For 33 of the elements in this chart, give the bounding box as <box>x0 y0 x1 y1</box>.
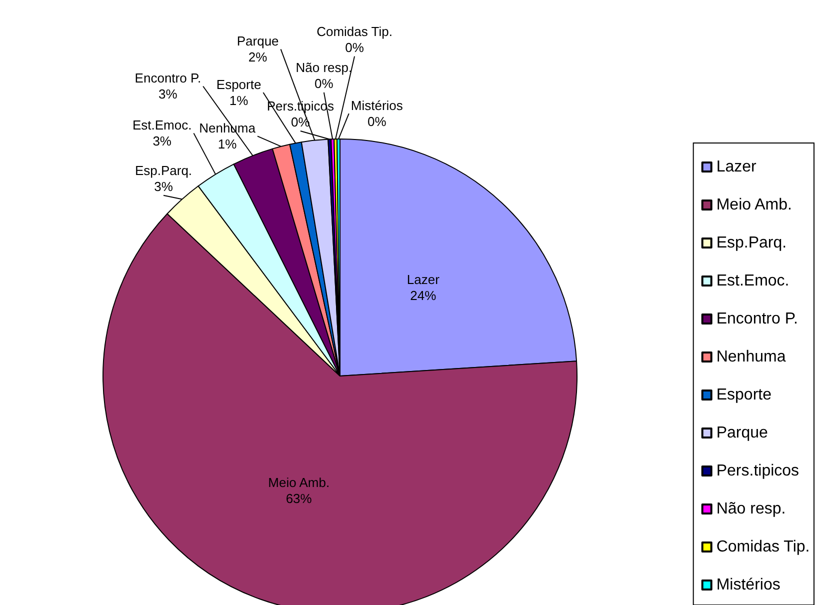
legend-label: Est.Emoc. <box>716 272 790 290</box>
data-label: 0% <box>314 76 334 91</box>
data-label: 24% <box>410 288 437 303</box>
data-label: 1% <box>218 136 238 152</box>
slice-label: Não resp. <box>296 60 352 75</box>
slice-label: Meio Amb. <box>268 474 330 490</box>
slice-label: Est.Emoc. <box>132 118 192 133</box>
slice-label: Lazer <box>406 272 440 287</box>
data-label: 3% <box>158 86 178 102</box>
data-label: 3% <box>154 178 174 194</box>
legend-label: Meio Amb. <box>716 196 792 214</box>
legend-label: Encontro P. <box>716 310 798 328</box>
legend-label: Pers.tipicos <box>716 462 800 480</box>
data-label: 3% <box>152 134 172 149</box>
slice-label: Parque <box>236 34 279 49</box>
legend-label: Não resp. <box>716 500 786 518</box>
data-label: 0% <box>345 40 364 55</box>
legend-label: Esp.Parq. <box>716 234 787 252</box>
data-label: 2% <box>248 50 268 65</box>
slice-label: Encontro P. <box>134 70 202 86</box>
data-label: 63% <box>286 490 312 506</box>
legend-label: Nenhuma <box>716 348 786 366</box>
legend-label: Mistérios <box>716 576 780 594</box>
data-label: 0% <box>367 114 387 130</box>
legend-label: Parque <box>716 424 768 442</box>
data-label: 1% <box>229 93 249 108</box>
legend-label: Comidas Tip. <box>716 538 810 556</box>
slice-label: Mistérios <box>350 98 404 114</box>
legend-label: Lazer <box>716 158 758 176</box>
slice-label: Comidas Tip. <box>316 24 392 39</box>
legend-label: Esporte <box>716 386 772 404</box>
slice-label: Esp.Parq. <box>134 162 192 178</box>
slice-label: Esporte <box>216 77 262 92</box>
